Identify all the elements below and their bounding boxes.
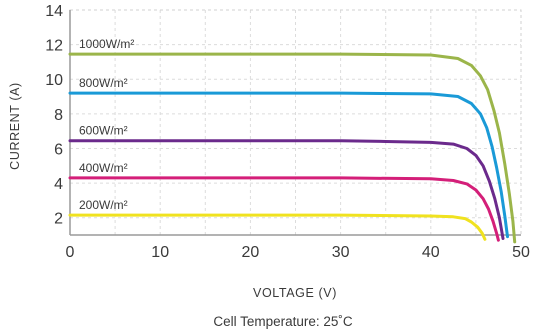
y-tick-label: 10: [45, 72, 63, 89]
x-axis-title: VOLTAGE (V): [253, 286, 337, 300]
series-label-3: 400W/m²: [79, 161, 128, 175]
cell-temperature-caption: Cell Temperature: 25˚C: [213, 314, 353, 329]
plot-frame: [69, 9, 522, 236]
y-tick-label: 14: [45, 3, 63, 20]
series-line-1: [68, 91, 509, 239]
x-tick-label: 40: [422, 244, 440, 261]
y-tick-label: 2: [54, 211, 63, 228]
series-label-1: 800W/m²: [79, 76, 128, 90]
series-line-0: [68, 52, 517, 244]
x-tick-label: 0: [66, 244, 75, 261]
grid: [69, 9, 522, 236]
axis-ticks: 0 10 20 30 40 50 2 4 6 8 10 12 14: [45, 3, 530, 261]
series-line-2: [68, 139, 505, 240]
y-tick-label: 8: [54, 107, 63, 124]
x-tick-label: 50: [512, 244, 530, 261]
series-label-2: 600W/m²: [79, 124, 128, 138]
series-labels: 1000W/m² 800W/m² 600W/m² 400W/m² 200W/m²: [79, 37, 134, 212]
series-line-4: [68, 213, 487, 241]
y-tick-label: 4: [54, 176, 63, 193]
y-tick-label: 6: [54, 141, 63, 158]
y-axis-title: CURRENT (A): [8, 82, 22, 170]
x-tick-label: 20: [242, 244, 260, 261]
x-tick-label: 30: [332, 244, 350, 261]
y-tick-label: 12: [45, 38, 63, 55]
x-tick-label: 10: [151, 244, 169, 261]
series-label-0: 1000W/m²: [79, 37, 134, 51]
series-label-4: 200W/m²: [79, 198, 128, 212]
series-lines: [68, 52, 517, 244]
series-line-3: [68, 176, 500, 242]
